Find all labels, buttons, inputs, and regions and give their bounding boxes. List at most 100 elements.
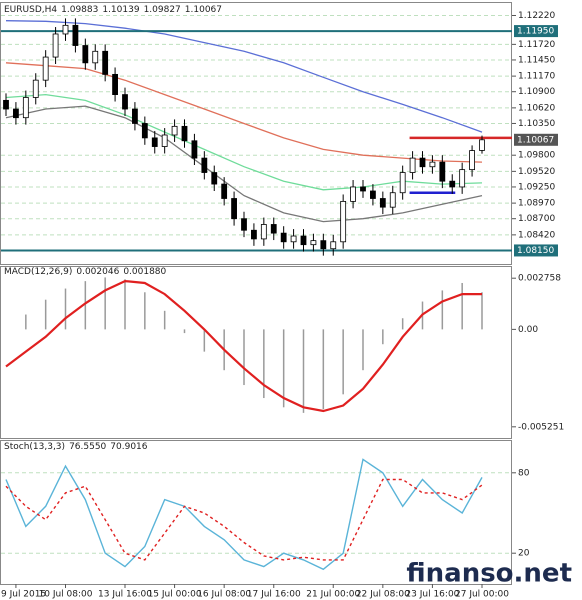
y-tick-label: 1.11170: [518, 72, 555, 82]
candle-body: [251, 229, 257, 240]
candle-body: [62, 24, 69, 35]
last-price-box: [514, 133, 558, 146]
y-tick-label: 20: [518, 549, 530, 559]
moving-average: [5, 105, 483, 223]
header-value: 1.10139: [102, 5, 139, 15]
price-panel: [0, 2, 512, 265]
y-tick-label: 1.08700: [518, 214, 555, 224]
level-box: [514, 25, 558, 38]
candle-body: [181, 125, 188, 142]
macd-bar: [84, 281, 87, 330]
candle-body: [280, 232, 287, 243]
level-label: 1.08150: [517, 246, 554, 256]
macd-bar: [362, 329, 364, 371]
panel-header: MACD(12,26,9) 0.002046 0.001880: [4, 267, 167, 277]
y-tick-label: 1.11450: [518, 55, 555, 65]
candle-body: [379, 198, 386, 208]
candle-body: [151, 137, 158, 147]
panel-header: EURUSD,H4 1.09883 1.10139 1.09827 1.10067: [4, 5, 222, 15]
candle-body: [340, 200, 347, 243]
panel-title: Stoch(13,3,3): [4, 442, 65, 452]
candle-body: [260, 224, 267, 240]
y-tick-label: 1.10900: [518, 87, 555, 97]
candle-body: [52, 33, 59, 58]
candle-body: [171, 125, 178, 136]
macd-bar: [163, 310, 166, 330]
y-tick-label: 1.08970: [518, 199, 555, 209]
x-tick-label: 9 Jul 2015: [1, 590, 46, 600]
macd-bar: [382, 329, 384, 345]
candle-body: [13, 108, 19, 119]
y-tick-label: 1.09800: [518, 151, 555, 161]
candle-body: [320, 240, 327, 250]
x-tick-label: 10 Jul 08:00: [39, 590, 93, 600]
candle-body: [112, 73, 118, 95]
candle-body: [350, 186, 356, 202]
macd-signal: [5, 279, 482, 413]
macd-bar: [461, 282, 463, 330]
x-tick-label: 27 Jul 00:00: [455, 590, 509, 600]
y-tick-label: 80: [518, 468, 530, 478]
macd-bar: [481, 292, 483, 330]
x-tick-label: 17 Jul 16:00: [247, 590, 301, 600]
header-value: 1.09883: [61, 5, 98, 15]
candle-body: [290, 235, 297, 243]
candle-body: [122, 94, 128, 110]
stoch-line: [5, 478, 483, 561]
macd-bar: [401, 318, 404, 330]
macd-panel: [0, 266, 512, 439]
macd-bar: [203, 329, 206, 352]
candle-body: [102, 50, 109, 75]
macd-bar: [183, 329, 186, 334]
candle-body: [231, 198, 237, 220]
y-tick-label: 0.002758: [518, 274, 561, 284]
candle-body: [439, 161, 446, 182]
macd-bar: [144, 292, 146, 330]
header-value: 70.9016: [110, 442, 147, 452]
macd-bar: [302, 329, 305, 413]
x-tick-label: 13 Jul 16:00: [98, 590, 152, 600]
macd-bar: [322, 329, 325, 410]
panel-header: Stoch(13,3,3) 76.5550 70.9016: [4, 442, 148, 452]
y-tick-label: 0.00: [518, 325, 538, 335]
stoch-panel: [0, 440, 512, 585]
macd-bar: [64, 288, 67, 330]
level-box: [514, 244, 558, 257]
y-tick-label: 1.08420: [518, 230, 555, 240]
candle-body: [191, 140, 198, 159]
x-tick-label: 15 Jul 00:00: [148, 590, 202, 600]
x-tick-label: 23 Jul 16:00: [405, 590, 459, 600]
panel-title: EURUSD,H4: [4, 5, 57, 15]
candle-body: [330, 241, 337, 250]
candle-body: [92, 50, 99, 64]
header-value: 76.5550: [69, 442, 106, 452]
y-tick-label: 1.12220: [518, 11, 555, 21]
candle-body: [419, 157, 426, 168]
level-label: 1.11950: [517, 27, 554, 37]
header-value: 0.002046: [76, 267, 119, 277]
candle-body: [469, 150, 475, 171]
candle-body: [479, 139, 485, 151]
candle-body: [300, 235, 307, 246]
candle-body: [241, 218, 247, 231]
candle-body: [22, 97, 29, 119]
candle-body: [211, 172, 218, 185]
candle-body: [201, 157, 208, 173]
y-tick-label: 1.09250: [518, 182, 555, 192]
moving-average: [5, 20, 483, 133]
header-value: 1.10067: [185, 5, 222, 15]
candle-body: [270, 224, 277, 234]
candle-body: [221, 183, 228, 199]
candle-body: [42, 56, 49, 81]
macd-bar: [243, 329, 245, 386]
candle-body: [72, 24, 79, 46]
y-tick-label: -0.005251: [518, 422, 564, 432]
header-value: 0.001880: [123, 267, 166, 277]
candle-body: [141, 123, 148, 139]
y-tick-label: 1.11720: [518, 40, 555, 50]
macd-bar: [441, 290, 444, 330]
candle-body: [32, 79, 39, 98]
macd-bar: [44, 299, 47, 330]
y-tick-label: 1.09520: [518, 167, 555, 177]
